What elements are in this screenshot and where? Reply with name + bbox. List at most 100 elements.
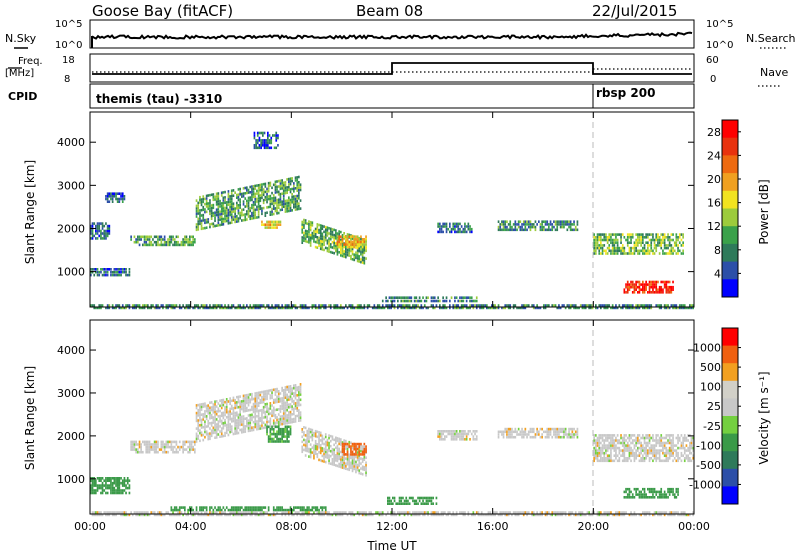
scatter-cell — [410, 299, 413, 303]
scatter-cell — [225, 219, 228, 223]
scatter-cell — [229, 407, 231, 411]
scatter-cell — [251, 306, 253, 310]
scatter-cell — [348, 251, 351, 255]
scatter-cell — [618, 449, 621, 452]
scatter-cell — [284, 207, 287, 211]
scatter-cell — [653, 490, 656, 494]
scatter-cell — [269, 440, 272, 443]
scatter-cell — [259, 419, 262, 423]
scatter-cell — [276, 390, 278, 393]
scatter-cell — [293, 508, 295, 512]
scatter-cell — [100, 484, 102, 487]
scatter-cell — [368, 304, 371, 307]
scatter-cell — [638, 283, 641, 286]
scatter-cell — [355, 253, 357, 257]
scatter-cell — [91, 304, 94, 307]
scatter-cell — [561, 435, 564, 439]
scatter-cell — [569, 304, 572, 307]
scatter-cell — [276, 398, 278, 401]
scatter-cell — [229, 402, 231, 406]
scatter-cell — [282, 396, 285, 400]
scatter-cell — [116, 268, 119, 271]
scatter-cell — [279, 427, 282, 431]
scatter-cell — [277, 425, 280, 429]
scatter-cell — [682, 306, 684, 310]
scatter-cell — [271, 440, 273, 443]
scatter-cell — [449, 230, 451, 234]
scatter-cell — [286, 425, 288, 429]
scatter-cell — [621, 444, 624, 447]
scatter-cell — [224, 421, 226, 425]
scatter-cell — [205, 205, 208, 208]
scatter-cell — [170, 235, 173, 239]
scatter-cell — [662, 241, 664, 244]
scatter-cell — [682, 241, 684, 244]
scatter-cell — [262, 131, 264, 135]
scatter-cell — [219, 506, 221, 509]
colorbar-swatch — [722, 120, 738, 139]
scatter-cell — [222, 207, 225, 210]
scatter-cell — [261, 506, 263, 509]
scatter-cell — [215, 508, 218, 512]
scatter-cell — [350, 243, 352, 246]
scatter-cell — [116, 477, 119, 480]
scatter-cell — [93, 481, 96, 485]
scatter-cell — [350, 235, 352, 238]
scatter-cell — [642, 288, 644, 291]
scatter-cell — [105, 197, 107, 201]
scatter-cell — [105, 306, 107, 310]
scatter-cell — [311, 508, 314, 512]
scatter-cell — [601, 457, 604, 460]
scatter-cell — [311, 306, 314, 310]
scatter-cell — [663, 441, 666, 445]
scatter-cell — [445, 430, 448, 433]
scatter-cell — [331, 458, 334, 461]
scatter-cell — [541, 220, 543, 223]
scatter-cell — [444, 225, 446, 228]
scatter-cell — [261, 220, 263, 224]
scatter-cell — [475, 306, 478, 310]
scatter-cell — [239, 395, 241, 398]
scatter-cell — [341, 238, 344, 241]
scatter-cell — [631, 304, 634, 307]
scatter-cell — [408, 496, 411, 500]
scatter-cell — [319, 304, 322, 307]
scatter-cell — [642, 493, 644, 496]
scatter-cell — [365, 450, 367, 454]
scatter-cell — [266, 187, 268, 191]
scatter-cell — [445, 222, 448, 226]
scatter-cell — [657, 496, 659, 499]
scatter-cell — [601, 304, 604, 307]
scatter-cell — [692, 446, 694, 450]
scatter-cell — [665, 252, 668, 255]
scatter-cell — [254, 420, 257, 424]
scatter-cell — [568, 225, 570, 229]
scatter-cell — [658, 496, 661, 499]
scatter-cell — [189, 443, 191, 446]
scatter-cell — [251, 416, 253, 419]
scatter-cell — [660, 436, 663, 440]
scatter-cell — [509, 223, 512, 226]
scatter-cell — [346, 245, 349, 249]
scatter-cell — [600, 459, 602, 463]
scatter-cell — [363, 450, 366, 454]
scatter-cell — [314, 432, 317, 435]
scatter-cell — [236, 426, 238, 430]
scatter-cell — [301, 448, 304, 451]
scatter-cell — [160, 448, 163, 451]
scatter-cell — [293, 386, 295, 390]
scatter-cell — [554, 220, 557, 223]
scatter-cell — [274, 201, 277, 205]
scatter-cell — [611, 306, 614, 310]
scatter-cell — [304, 229, 307, 233]
scatter-cell — [293, 384, 295, 387]
scatter-cell — [118, 192, 121, 195]
scatter-cell — [270, 141, 273, 145]
scatter-cell — [205, 221, 208, 224]
scatter-cell — [227, 428, 230, 432]
scatter-cell — [475, 304, 478, 307]
scatter-cell — [142, 304, 144, 307]
scatter-cell — [274, 393, 277, 396]
scatter-cell — [486, 306, 488, 310]
scatter-cell — [467, 306, 470, 310]
